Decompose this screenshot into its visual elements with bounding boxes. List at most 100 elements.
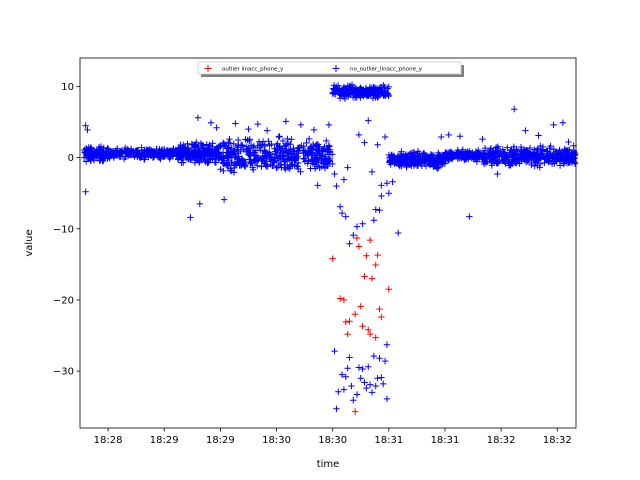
data-point-no-outlier	[288, 157, 295, 164]
data-point-no-outlier	[161, 147, 168, 154]
data-point-no-outlier	[268, 154, 275, 161]
data-point-no-outlier	[242, 136, 249, 143]
data-point-no-outlier	[428, 151, 436, 159]
data-point-no-outlier	[445, 131, 452, 139]
data-point-no-outlier	[308, 147, 315, 154]
data-point-no-outlier	[183, 154, 190, 161]
data-point-no-outlier	[445, 151, 453, 159]
data-point-no-outlier	[375, 91, 383, 99]
data-point-no-outlier	[438, 133, 445, 141]
data-point-no-outlier	[294, 144, 301, 152]
data-point-no-outlier	[435, 152, 443, 159]
data-point-no-outlier	[546, 144, 553, 152]
data-point-no-outlier	[271, 145, 278, 152]
data-point-outlier	[363, 252, 370, 260]
data-point-no-outlier	[196, 159, 203, 166]
data-point-no-outlier	[91, 150, 98, 158]
data-point-no-outlier	[112, 148, 119, 156]
data-point-no-outlier	[98, 154, 105, 161]
data-point-no-outlier	[376, 207, 383, 214]
data-point-no-outlier	[314, 182, 321, 189]
data-point-no-outlier	[378, 86, 386, 94]
data-point-no-outlier	[207, 119, 215, 126]
data-point-no-outlier	[494, 152, 502, 159]
data-point-no-outlier	[193, 139, 200, 146]
data-point-no-outlier	[240, 146, 247, 153]
data-point-no-outlier	[260, 158, 268, 165]
legend-label: outlier linacc_phone_y	[222, 67, 284, 73]
data-point-no-outlier	[254, 120, 262, 128]
data-point-no-outlier	[546, 152, 553, 160]
data-point-no-outlier	[245, 125, 252, 133]
data-point-no-outlier	[502, 157, 509, 164]
data-point-no-outlier	[275, 159, 283, 167]
x-tick-label: 18:32	[543, 435, 572, 446]
data-point-no-outlier	[282, 157, 289, 165]
data-point-outlier	[351, 310, 359, 318]
x-tick-label: 18:29	[206, 435, 235, 446]
data-point-no-outlier	[372, 206, 379, 213]
data-point-no-outlier	[528, 159, 535, 167]
data-point-no-outlier	[191, 143, 198, 150]
data-point-no-outlier	[273, 151, 280, 159]
data-point-no-outlier	[127, 145, 135, 153]
data-point-no-outlier	[258, 142, 265, 149]
data-point-no-outlier	[154, 150, 162, 157]
data-point-no-outlier	[160, 146, 168, 153]
data-point-no-outlier	[553, 158, 560, 165]
data-point-no-outlier	[181, 150, 188, 157]
data-point-no-outlier	[438, 158, 445, 165]
data-point-no-outlier	[350, 397, 357, 404]
data-point-no-outlier	[403, 162, 410, 169]
data-point-no-outlier	[466, 213, 473, 220]
data-point-outlier	[378, 313, 385, 321]
data-point-no-outlier	[230, 169, 238, 176]
data-point-no-outlier	[353, 223, 361, 230]
data-point-no-outlier	[400, 157, 407, 165]
data-point-no-outlier	[223, 160, 231, 167]
data-point-outlier	[329, 255, 336, 262]
data-point-no-outlier	[383, 341, 391, 348]
data-point-no-outlier	[422, 162, 430, 170]
data-point-no-outlier	[333, 405, 340, 412]
data-point-no-outlier	[294, 162, 301, 170]
data-point-no-outlier	[321, 155, 328, 162]
data-point-no-outlier	[427, 157, 434, 164]
data-point-no-outlier	[281, 142, 288, 150]
data-point-no-outlier	[357, 86, 364, 94]
data-point-no-outlier	[539, 147, 546, 154]
data-point-no-outlier	[505, 162, 513, 169]
data-point-no-outlier	[175, 144, 182, 151]
data-point-outlier	[372, 261, 379, 269]
data-point-no-outlier	[196, 200, 203, 208]
data-point-no-outlier	[331, 347, 338, 355]
data-point-no-outlier	[484, 150, 492, 157]
data-point-no-outlier	[414, 162, 422, 169]
x-tick-label: 18:28	[94, 435, 123, 446]
data-point-no-outlier	[374, 374, 381, 382]
data-point-no-outlier	[276, 133, 283, 140]
data-point-no-outlier	[284, 135, 291, 143]
data-point-no-outlier	[334, 87, 341, 94]
data-point-no-outlier	[326, 146, 334, 153]
data-point-no-outlier	[336, 203, 344, 210]
data-point-no-outlier	[493, 151, 500, 158]
data-point-no-outlier	[224, 161, 231, 169]
data-point-no-outlier	[271, 158, 278, 165]
data-point-no-outlier	[481, 144, 489, 152]
data-point-no-outlier	[316, 151, 323, 158]
data-point-no-outlier	[494, 170, 501, 178]
data-point-no-outlier	[340, 85, 347, 92]
data-point-no-outlier	[378, 182, 385, 189]
data-point-no-outlier	[371, 90, 378, 97]
data-point-no-outlier	[333, 182, 340, 190]
data-point-no-outlier	[301, 155, 308, 163]
data-point-no-outlier	[353, 391, 361, 398]
data-point-no-outlier	[325, 121, 333, 129]
data-point-no-outlier	[544, 148, 551, 155]
data-point-no-outlier	[322, 158, 329, 165]
data-point-no-outlier	[418, 151, 426, 159]
data-point-no-outlier	[84, 126, 91, 134]
data-point-no-outlier	[299, 147, 307, 154]
